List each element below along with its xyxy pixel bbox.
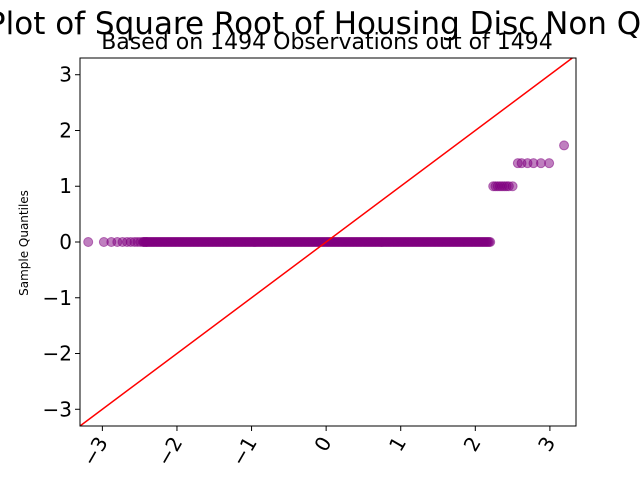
scatter-points (83, 140, 570, 247)
data-point (485, 237, 496, 247)
y-tick-label: 3 (59, 63, 72, 87)
x-tick-label: −3 (77, 433, 113, 471)
data-point (83, 237, 94, 247)
x-tick-label: −1 (226, 433, 262, 471)
x-axis: −3 −2 −1 0 1 2 3 (77, 426, 560, 470)
reference-line (79, 57, 573, 427)
dense-points-band (138, 237, 496, 247)
data-point (507, 181, 518, 192)
y-tick-label: −1 (43, 286, 72, 310)
y-axis: −3 −2 −1 0 1 2 3 (43, 63, 80, 421)
chart-title: QQ Plot of Square Root of Housing Disc N… (0, 6, 640, 42)
chart-subtitle: Based on 1494 Observations out of 1494 (101, 30, 553, 55)
data-point (544, 158, 555, 169)
y-tick-label: −3 (43, 397, 72, 421)
y-tick-label: −2 (43, 342, 72, 366)
y-tick-label: 2 (59, 118, 72, 142)
x-tick-label: −2 (152, 433, 188, 471)
data-point (535, 158, 546, 169)
y-axis-label: Sample Quantiles (17, 190, 31, 296)
x-tick-label: 3 (533, 433, 560, 456)
y-tick-label: 0 (59, 230, 72, 254)
x-tick-label: 0 (309, 433, 336, 456)
data-point (559, 140, 570, 151)
x-tick-label: 2 (458, 433, 485, 456)
y-tick-label: 1 (59, 174, 72, 198)
x-tick-label: 1 (384, 433, 411, 456)
